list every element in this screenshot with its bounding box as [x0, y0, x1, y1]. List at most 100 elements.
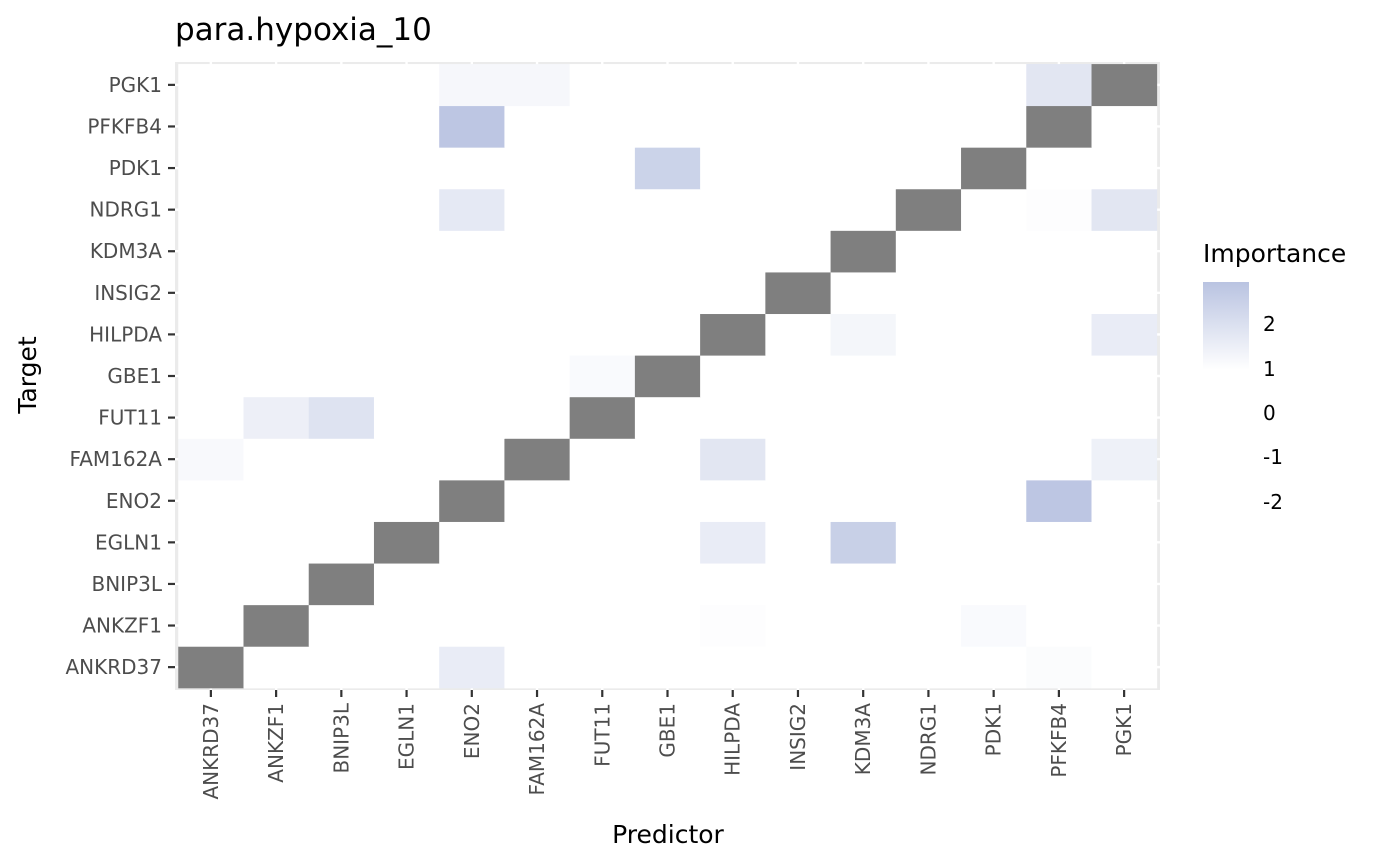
heatmap-cell	[439, 479, 505, 522]
heatmap-cell	[961, 604, 1027, 647]
heatmap-cell	[1026, 105, 1092, 148]
heatmap-cell	[178, 438, 244, 481]
y-tick-label: FAM162A	[70, 447, 163, 471]
heatmap-cell	[178, 147, 244, 190]
heatmap-cell	[1091, 355, 1158, 398]
x-tick-label: ANKZF1	[264, 703, 288, 783]
heatmap-cell	[569, 604, 636, 647]
heatmap-cell	[961, 64, 1027, 107]
heatmap-cell	[569, 313, 636, 356]
heatmap-cell	[308, 272, 375, 315]
heatmap-cell	[1026, 396, 1092, 439]
heatmap-cell	[439, 64, 505, 107]
heatmap-cell	[700, 230, 766, 273]
heatmap-cell	[504, 604, 571, 647]
heatmap-cell	[634, 64, 701, 107]
heatmap-cell	[1026, 147, 1092, 190]
heatmap-cell	[243, 64, 310, 107]
heatmap-cell	[308, 188, 375, 231]
x-tick-label: HILPDA	[721, 703, 745, 776]
x-axis: ANKRD37 ANKZF1 BNIP3L EGLN1 ENO2 FAM162A FUT11…	[199, 690, 1136, 800]
heatmap-cell	[634, 438, 701, 481]
heatmap-cell	[569, 646, 636, 689]
heatmap-cell	[504, 438, 571, 481]
heatmap-cell	[961, 188, 1027, 231]
heatmap-cell	[1091, 438, 1158, 481]
heatmap-cell	[634, 355, 701, 398]
heatmap-cell	[373, 521, 440, 564]
heatmap-cell	[178, 64, 244, 107]
heatmap-cell	[830, 646, 897, 689]
heatmap-cell	[373, 438, 440, 481]
heatmap-cell	[830, 230, 897, 273]
heatmap-cell	[504, 313, 571, 356]
heatmap-cell	[765, 438, 831, 481]
heatmap-cell	[961, 646, 1027, 689]
heatmap-cell	[895, 438, 962, 481]
heatmap-cell	[178, 313, 244, 356]
heatmap-cell	[765, 147, 831, 190]
heatmap-cell	[634, 563, 701, 606]
heatmap-cell	[504, 355, 571, 398]
legend: Importance 2 1 0 -1 -2	[1203, 239, 1346, 514]
heatmap-cell	[895, 521, 962, 564]
heatmap-cell	[1091, 147, 1158, 190]
heatmap-cell	[243, 563, 310, 606]
heatmap-cell	[765, 230, 831, 273]
heatmap-cell	[569, 355, 636, 398]
heatmap-cell	[1026, 563, 1092, 606]
heatmap-cell	[830, 147, 897, 190]
heatmap-cell	[569, 230, 636, 273]
heatmap-cell	[178, 479, 244, 522]
heatmap-cell	[961, 230, 1027, 273]
heatmap-cell	[569, 396, 636, 439]
y-tick-label: ENO2	[106, 489, 162, 513]
x-tick-label: NDRG1	[916, 703, 940, 775]
heatmap-cell	[634, 272, 701, 315]
y-tick-label: BNIP3L	[91, 572, 162, 596]
legend-label: -2	[1263, 490, 1283, 514]
heatmap-cell	[243, 646, 310, 689]
heatmap-cell	[504, 64, 571, 107]
heatmap-cell	[1091, 646, 1158, 689]
heatmap-cell	[634, 479, 701, 522]
heatmap-cell	[439, 230, 505, 273]
heatmap-cell	[178, 646, 244, 689]
heatmap-cell	[830, 105, 897, 148]
heatmap-cell	[1026, 355, 1092, 398]
legend-title: Importance	[1203, 239, 1346, 268]
heatmap-cell	[1026, 604, 1092, 647]
heatmap-cell	[765, 646, 831, 689]
heatmap-cell	[439, 438, 505, 481]
x-tick-label: ENO2	[460, 703, 484, 759]
heatmap-cell	[308, 147, 375, 190]
heatmap-cell	[765, 479, 831, 522]
heatmap-cell	[830, 604, 897, 647]
x-tick-label: FUT11	[590, 703, 614, 767]
heatmap-cell	[178, 355, 244, 398]
heatmap-cell	[895, 355, 962, 398]
heatmap-cell	[373, 64, 440, 107]
heatmap-cell	[439, 521, 505, 564]
heatmap-cell	[961, 105, 1027, 148]
heatmap-cell	[700, 521, 766, 564]
x-tick-label: KDM3A	[851, 703, 875, 775]
x-tick-label: EGLN1	[395, 703, 419, 770]
heatmap-cell	[700, 313, 766, 356]
heatmap-cell	[765, 272, 831, 315]
heatmap-cell	[700, 355, 766, 398]
heatmap-cell	[1091, 521, 1158, 564]
heatmap-cell	[634, 230, 701, 273]
heatmap-cell	[895, 396, 962, 439]
heatmap-cell	[830, 479, 897, 522]
heatmap-cell	[439, 105, 505, 148]
heatmap-cell	[1026, 272, 1092, 315]
heatmap-cell	[243, 479, 310, 522]
heatmap-cell	[830, 188, 897, 231]
heatmap-cell	[700, 604, 766, 647]
heatmap-cell	[961, 479, 1027, 522]
x-tick-label: GBE1	[656, 703, 680, 758]
heatmap-cell	[634, 604, 701, 647]
heatmap-cell	[1026, 188, 1092, 231]
heatmap-cell	[830, 64, 897, 107]
